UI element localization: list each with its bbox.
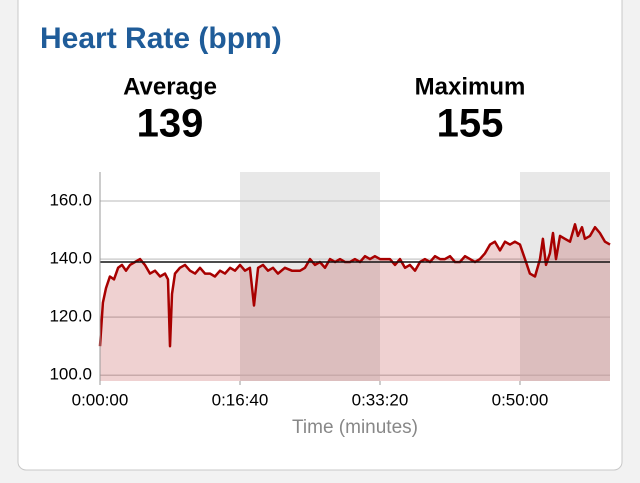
line <box>98 223 611 348</box>
x-tick-label: 0:00:00 <box>72 390 129 409</box>
band <box>239 172 380 381</box>
stat-value: 139 <box>137 102 204 146</box>
y-tick-label: 100.0 <box>49 365 92 384</box>
x-tick-label: 0:50:00 <box>492 390 549 409</box>
stat-value: 155 <box>437 102 504 146</box>
area <box>100 224 610 381</box>
y-tick-label: 160.0 <box>49 191 92 210</box>
x-tick-label: 0:33:20 <box>352 390 409 409</box>
stat-label: Average <box>123 73 217 100</box>
stat-label: Maximum <box>415 73 526 100</box>
chart-title: Heart Rate (bpm) <box>40 22 282 55</box>
y-tick-label: 120.0 <box>49 307 92 326</box>
x-tick-label: 0:16:40 <box>212 390 269 409</box>
x-axis-label: Time (minutes) <box>292 417 418 438</box>
y-tick-label: 140.0 <box>49 249 92 268</box>
